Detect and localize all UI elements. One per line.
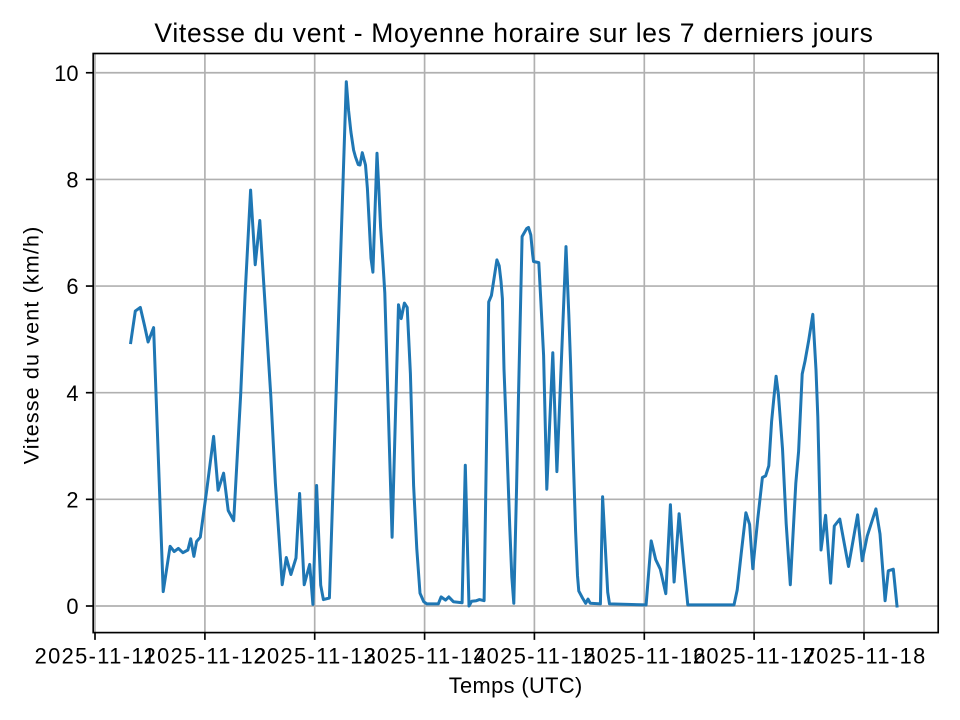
svg-text:2: 2 [66,487,78,512]
svg-text:2025-11-13: 2025-11-13 [253,644,377,669]
svg-text:Vitesse du vent - Moyenne hora: Vitesse du vent - Moyenne horaire sur le… [154,18,873,48]
svg-text:2025-11-18: 2025-11-18 [803,644,927,669]
svg-text:2025-11-16: 2025-11-16 [583,644,707,669]
svg-text:6: 6 [66,274,78,299]
svg-text:2025-11-15: 2025-11-15 [473,644,597,669]
svg-text:Temps (UTC): Temps (UTC) [449,673,583,698]
svg-text:0: 0 [66,594,78,619]
svg-text:2025-11-12: 2025-11-12 [144,644,268,669]
svg-text:2025-11-11: 2025-11-11 [35,644,157,669]
svg-text:2025-11-14: 2025-11-14 [363,644,487,669]
svg-text:4: 4 [66,381,78,406]
svg-text:Vitesse du vent (km/h): Vitesse du vent (km/h) [19,226,43,465]
svg-text:10: 10 [54,61,78,86]
svg-text:8: 8 [66,168,78,193]
svg-text:2025-11-17: 2025-11-17 [693,644,817,669]
